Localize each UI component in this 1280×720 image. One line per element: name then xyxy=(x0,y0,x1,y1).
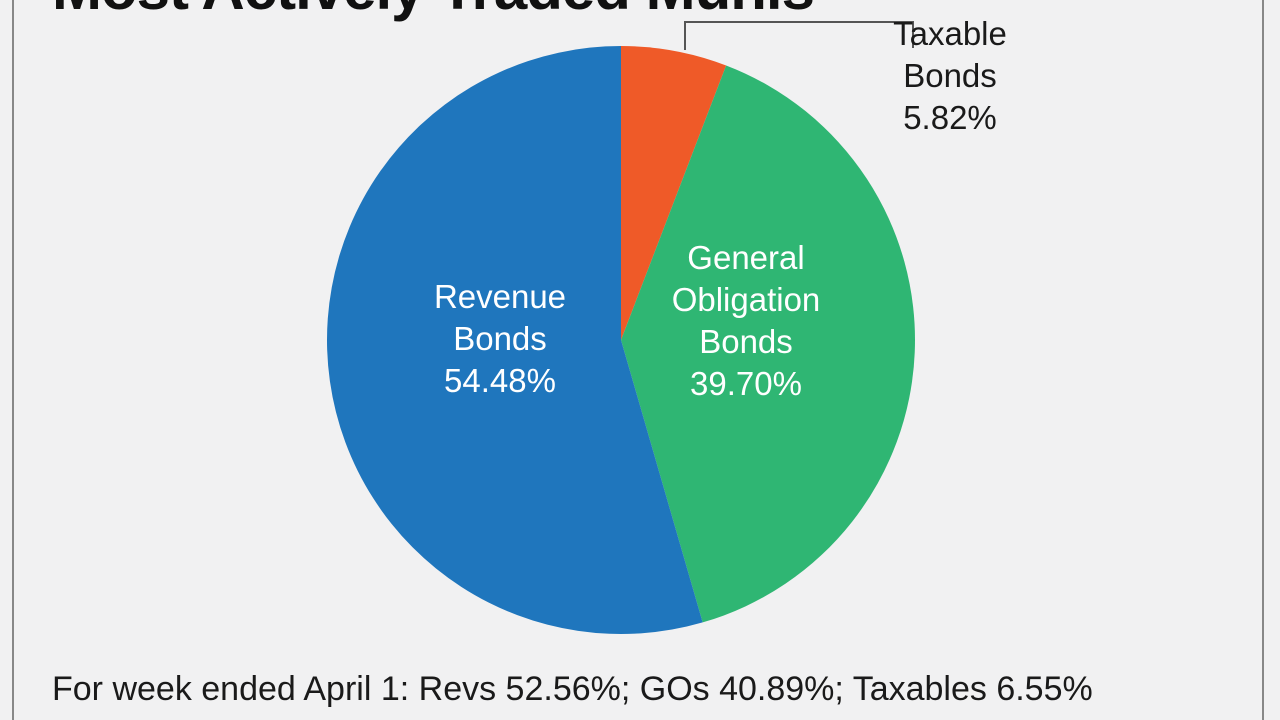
slice-label-line: Obligation xyxy=(672,281,821,318)
slice-label-general-obligation-bonds: General Obligation Bonds 39.70% xyxy=(672,239,821,402)
slice-label-line: Revenue xyxy=(434,278,566,315)
taxable-callout-line xyxy=(684,21,914,50)
slice-label-line: Bonds xyxy=(699,323,793,360)
slice-label-line: Bonds xyxy=(903,57,997,94)
pie-slice-general-obligation-bonds xyxy=(621,65,915,623)
chart-title: Most Actively Traded Munis xyxy=(52,0,815,23)
slice-label-line: General xyxy=(687,239,804,276)
slice-label-line: 5.82% xyxy=(903,99,997,136)
frame-left-border xyxy=(12,0,14,720)
pie-slices xyxy=(326,46,915,634)
slice-label-line: 39.70% xyxy=(690,365,802,402)
slice-label-line: Bonds xyxy=(453,320,547,357)
pie-slice-revenue-bonds xyxy=(326,46,703,634)
slice-label-line: Taxable xyxy=(893,15,1007,52)
pie-slice-taxable-bonds xyxy=(621,46,727,340)
slice-label-revenue-bonds: Revenue Bonds 54.48% xyxy=(434,278,566,399)
slice-label-taxable-bonds: Taxable Bonds 5.82% xyxy=(893,15,1007,136)
footnote: For week ended April 1: Revs 52.56%; GOs… xyxy=(52,670,1093,708)
pie-labels: Taxable Bonds 5.82% General Obligation Bonds 3… xyxy=(434,15,1007,402)
frame-right-border xyxy=(1262,0,1264,720)
slice-label-line: 54.48% xyxy=(444,362,556,399)
